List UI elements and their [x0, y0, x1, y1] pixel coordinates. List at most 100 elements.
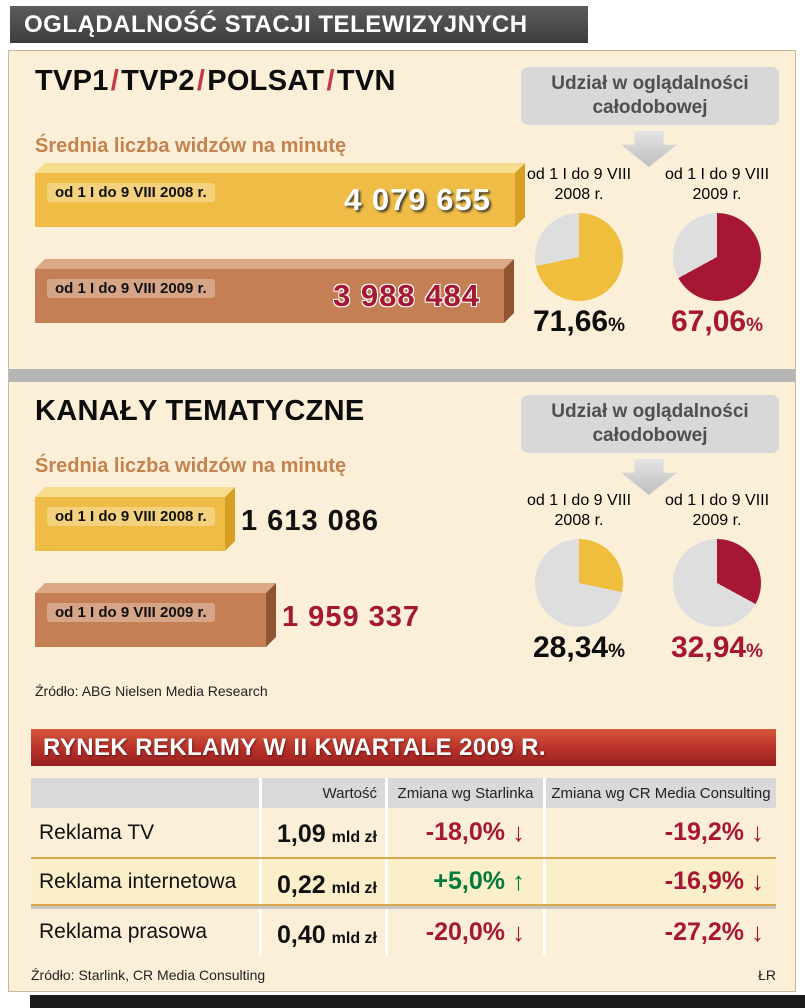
- bar-top-face: [35, 487, 235, 497]
- cr-media-change: -27,2% ↓: [543, 909, 776, 955]
- bar-face: [35, 497, 225, 551]
- bottom-edge-bar: [30, 995, 805, 1008]
- pie-header-line1: od 1 I do 9 VIII: [664, 166, 770, 183]
- change-value: -19,2%: [664, 818, 744, 846]
- col-header-empty: [31, 778, 259, 808]
- col-header-value: Wartość: [259, 778, 385, 808]
- starlink-change: -18,0% ↓: [385, 808, 543, 857]
- section-divider: [9, 369, 795, 382]
- channel-tvn: TVN: [336, 65, 396, 97]
- percent-value: 67,06: [671, 305, 747, 338]
- bar-side-face: [266, 583, 276, 647]
- slash-separator: /: [326, 65, 335, 97]
- pie-percent: 71,66%: [517, 305, 641, 339]
- down-arrow-icon: ↓: [512, 916, 525, 947]
- value-number: 1,09: [276, 820, 326, 848]
- section2-title: KANAŁY TEMATYCZNE: [35, 395, 365, 427]
- table-header-row: Wartość Zmiana wg Starlinka Zmiana wg CR…: [31, 778, 776, 808]
- pie-percent: 67,06%: [655, 305, 779, 339]
- row-name: Reklama internetowa: [39, 869, 237, 893]
- pie-header: od 1 I do 9 VIII 2009 r.: [655, 165, 779, 205]
- change-value: -27,2%: [664, 917, 744, 946]
- cr-media-change: -19,2% ↓: [543, 808, 776, 857]
- value-unit: mld zł: [331, 829, 377, 846]
- section1-title: TVP1/TVP2/POLSAT/TVN: [35, 65, 396, 98]
- section2-bars: od 1 I do 9 VIII 2008 r. 1 613 086 od 1 …: [35, 487, 420, 679]
- table-row-tv: Reklama TV 1,09 mld zł -18,0% ↓ -19,2% ↓: [31, 808, 776, 857]
- bar-value: 1 613 086: [241, 505, 380, 537]
- down-arrow-icon: [621, 131, 677, 167]
- bar-value: 4 079 655: [344, 182, 491, 217]
- percent-sign: %: [746, 641, 763, 662]
- bar-row-2009: od 1 I do 9 VIII 2009 r. 1 959 337: [35, 583, 420, 647]
- share-title-box: Udział w oglądalności całodobowej: [521, 67, 779, 125]
- down-arrow-icon: ↓: [751, 916, 764, 947]
- channel-tvp2: TVP2: [121, 65, 195, 97]
- row-name: Reklama prasowa: [39, 920, 208, 943]
- slash-separator: /: [196, 65, 206, 97]
- starlink-change: -20,0% ↓: [385, 909, 543, 955]
- row-name: Reklama TV: [39, 820, 155, 844]
- section1-pies: od 1 I do 9 VIII 2008 r. 71,66% od 1 I d…: [517, 165, 779, 339]
- section1-subtitle: Średnia liczba widzów na minutę: [35, 135, 347, 157]
- ad-market-table: RYNEK REKLAMY W II KWARTALE 2009 R. Wart…: [31, 729, 776, 955]
- bar-2008: od 1 I do 9 VIII 2008 r.: [35, 487, 235, 551]
- section2-subtitle: Średnia liczba widzów na minutę: [35, 455, 347, 477]
- pie-column-2009: od 1 I do 9 VIII 2009 r. 32,94%: [655, 491, 779, 665]
- change-value: -18,0%: [425, 818, 505, 846]
- pie-percent: 32,94%: [655, 631, 779, 665]
- bar-value: 1 959 337: [282, 601, 421, 633]
- author-credit: ŁR: [758, 967, 776, 983]
- value-unit: mld zł: [331, 880, 377, 897]
- pie-header-line1: od 1 I do 9 VIII: [664, 492, 770, 509]
- pie-chart-2008: [535, 213, 623, 301]
- percent-value: 28,34: [533, 631, 609, 664]
- share-title-box: Udział w oglądalności całodobowej: [521, 395, 779, 453]
- row-value: 0,40 mld zł: [259, 909, 385, 955]
- col-header-starlink: Zmiana wg Starlinka: [385, 778, 543, 808]
- pie-header-line2: 2009 r.: [692, 512, 742, 529]
- bar-row-2008: od 1 I do 9 VIII 2008 r. 1 613 086: [35, 487, 420, 551]
- down-arrow-icon: ↓: [751, 817, 764, 847]
- change-value: -16,9%: [664, 867, 744, 895]
- bar-top-face: [35, 583, 276, 593]
- value-number: 0,40: [276, 921, 326, 949]
- starlink-change: +5,0% ↑: [385, 859, 543, 904]
- value-unit: mld zł: [331, 930, 377, 947]
- cr-media-change: -16,9% ↓: [543, 859, 776, 904]
- bar-top-face: [35, 259, 514, 269]
- up-arrow-icon: ↑: [512, 866, 525, 896]
- percent-sign: %: [608, 315, 625, 336]
- pie-header: od 1 I do 9 VIII 2008 r.: [517, 165, 641, 205]
- pie-chart-2008: [535, 539, 623, 627]
- pie-chart-2009: [673, 213, 761, 301]
- down-arrow-icon: ↓: [751, 866, 764, 896]
- bar-face: [35, 173, 515, 227]
- bar-top-face: [35, 163, 525, 173]
- percent-sign: %: [608, 641, 625, 662]
- pie-header-line1: od 1 I do 9 VIII: [526, 492, 632, 509]
- channel-tvp1: TVP1: [35, 65, 109, 97]
- source-starlink: Źródło: Starlink, CR Media Consulting: [31, 967, 266, 983]
- bar-value: 3 988 484: [333, 278, 480, 313]
- source-nielsen: Źródło: ABG Nielsen Media Research: [35, 683, 268, 699]
- infographic-panel: TVP1/TVP2/POLSAT/TVN Udział w oglądalnoś…: [8, 50, 796, 992]
- value-number: 0,22: [276, 871, 326, 899]
- table-row-press: Reklama prasowa 0,40 mld zł -20,0% ↓ -27,2…: [31, 906, 776, 955]
- bar-label: od 1 I do 9 VIII 2008 r.: [47, 183, 215, 202]
- bar-2008: od 1 I do 9 VIII 2008 r. 4 079 655: [35, 163, 525, 227]
- pie-column-2009: od 1 I do 9 VIII 2009 r. 67,06%: [655, 165, 779, 339]
- bar-row-2008: od 1 I do 9 VIII 2008 r. 4 079 655: [35, 163, 525, 227]
- bar-row-2009: od 1 I do 9 VIII 2009 r. 3 988 484: [35, 259, 515, 323]
- pie-column-2008: od 1 I do 9 VIII 2008 r. 71,66%: [517, 165, 641, 339]
- pie-header-line2: 2009 r.: [692, 186, 742, 203]
- slash-separator: /: [110, 65, 120, 97]
- bar-face: [35, 269, 504, 323]
- footer-row: Źródło: Starlink, CR Media Consulting ŁR: [31, 967, 776, 983]
- table-row-internet: Reklama internetowa 0,22 mld zł +5,0% ↑ -1…: [31, 857, 776, 906]
- pie-header: od 1 I do 9 VIII 2009 r.: [655, 491, 779, 531]
- bar-2009: od 1 I do 9 VIII 2009 r. 3 988 484: [35, 259, 514, 323]
- pie-column-2008: od 1 I do 9 VIII 2008 r. 28,34%: [517, 491, 641, 665]
- bar-side-face: [504, 259, 514, 323]
- pie-header-line2: 2008 r.: [554, 186, 604, 203]
